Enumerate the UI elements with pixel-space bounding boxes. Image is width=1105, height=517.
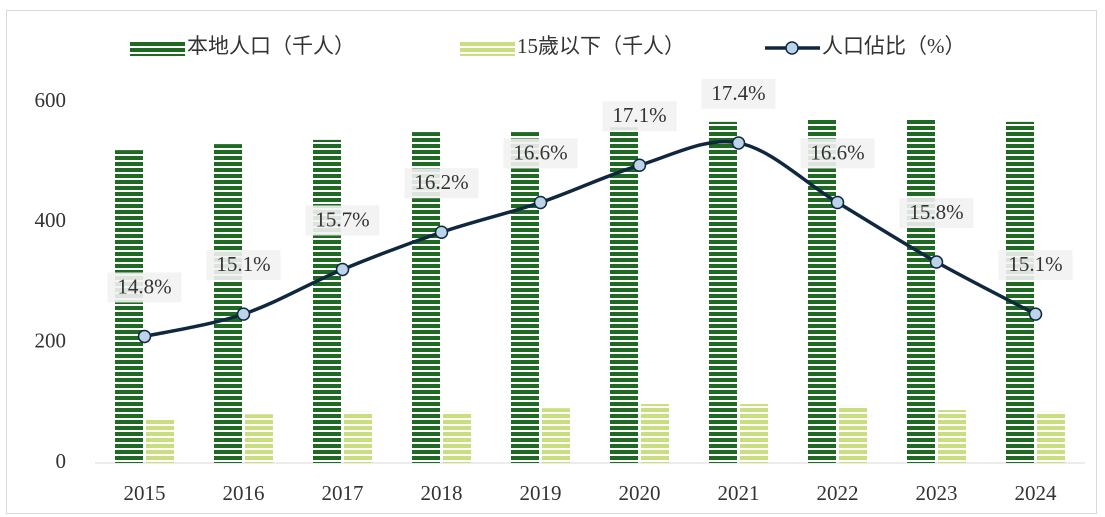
y-tick-label: 600: [35, 88, 67, 112]
legend-swatch: [460, 40, 515, 56]
legend-label: 本地人口（千人）: [187, 34, 355, 58]
data-label-bg: [503, 138, 578, 169]
data-label: 15.1%: [1008, 252, 1062, 276]
bar: [146, 417, 174, 463]
data-label: 15.8%: [909, 200, 963, 224]
bar: [641, 404, 669, 463]
data-label-bg: [899, 198, 974, 229]
x-tick-label: 2019: [520, 481, 562, 505]
x-tick-label: 2022: [817, 481, 859, 505]
bar: [443, 411, 471, 463]
data-label: 15.7%: [315, 207, 369, 231]
data-label: 16.6%: [810, 140, 864, 164]
bar: [245, 414, 273, 463]
line: [144, 140, 1037, 339]
bar: [610, 127, 638, 464]
data-label-bg: [305, 205, 380, 236]
data-label-bg: [206, 250, 281, 281]
data-label-bg: [701, 78, 776, 109]
bar: [808, 118, 836, 463]
y-tick-label: 400: [35, 208, 67, 232]
line-marker: [335, 262, 350, 277]
data-label: 17.1%: [612, 103, 666, 127]
legend-marker: [785, 41, 799, 55]
legend-swatch: [130, 40, 185, 56]
bar: [709, 121, 737, 463]
bar: [907, 118, 935, 463]
line-marker: [632, 158, 647, 173]
data-label: 16.2%: [414, 170, 468, 194]
x-tick-label: 2020: [619, 481, 661, 505]
bar: [1006, 121, 1034, 463]
x-tick-label: 2021: [718, 481, 760, 505]
line-marker: [434, 225, 449, 240]
data-label: 16.6%: [513, 140, 567, 164]
bar: [214, 144, 242, 463]
bar: [938, 410, 966, 463]
data-label-bg: [800, 138, 875, 169]
data-label: 15.1%: [216, 252, 270, 276]
data-label: 17.4%: [711, 81, 765, 105]
data-label-bg: [107, 272, 182, 303]
line-marker: [137, 329, 152, 344]
bar: [313, 139, 341, 463]
x-tick-label: 2024: [1015, 481, 1058, 505]
bar: [344, 411, 372, 463]
data-label: 14.8%: [117, 274, 171, 298]
legend-label: 15歲以下（千人）: [517, 34, 685, 58]
y-tick-label: 200: [35, 328, 67, 352]
line-marker: [236, 307, 251, 321]
bar: [542, 408, 570, 463]
data-label-bg: [998, 250, 1073, 281]
line-marker: [731, 136, 746, 150]
data-label-bg: [404, 168, 479, 199]
x-tick-label: 2016: [223, 481, 265, 505]
legend-label: 人口佔比（%）: [822, 34, 966, 58]
x-tick-label: 2015: [124, 481, 166, 505]
x-tick-label: 2018: [421, 481, 463, 505]
bar: [511, 132, 539, 464]
line-marker: [929, 255, 944, 269]
y-tick-label: 0: [56, 449, 67, 473]
bar: [839, 405, 867, 463]
x-tick-label: 2017: [322, 481, 364, 505]
line-marker: [830, 195, 845, 210]
bar: [740, 404, 768, 463]
line-marker: [1028, 307, 1043, 321]
x-tick-label: 2023: [916, 481, 958, 505]
data-label-bg: [602, 101, 677, 132]
line-marker: [533, 195, 548, 210]
bar: [1037, 411, 1065, 463]
bar: [115, 150, 143, 463]
